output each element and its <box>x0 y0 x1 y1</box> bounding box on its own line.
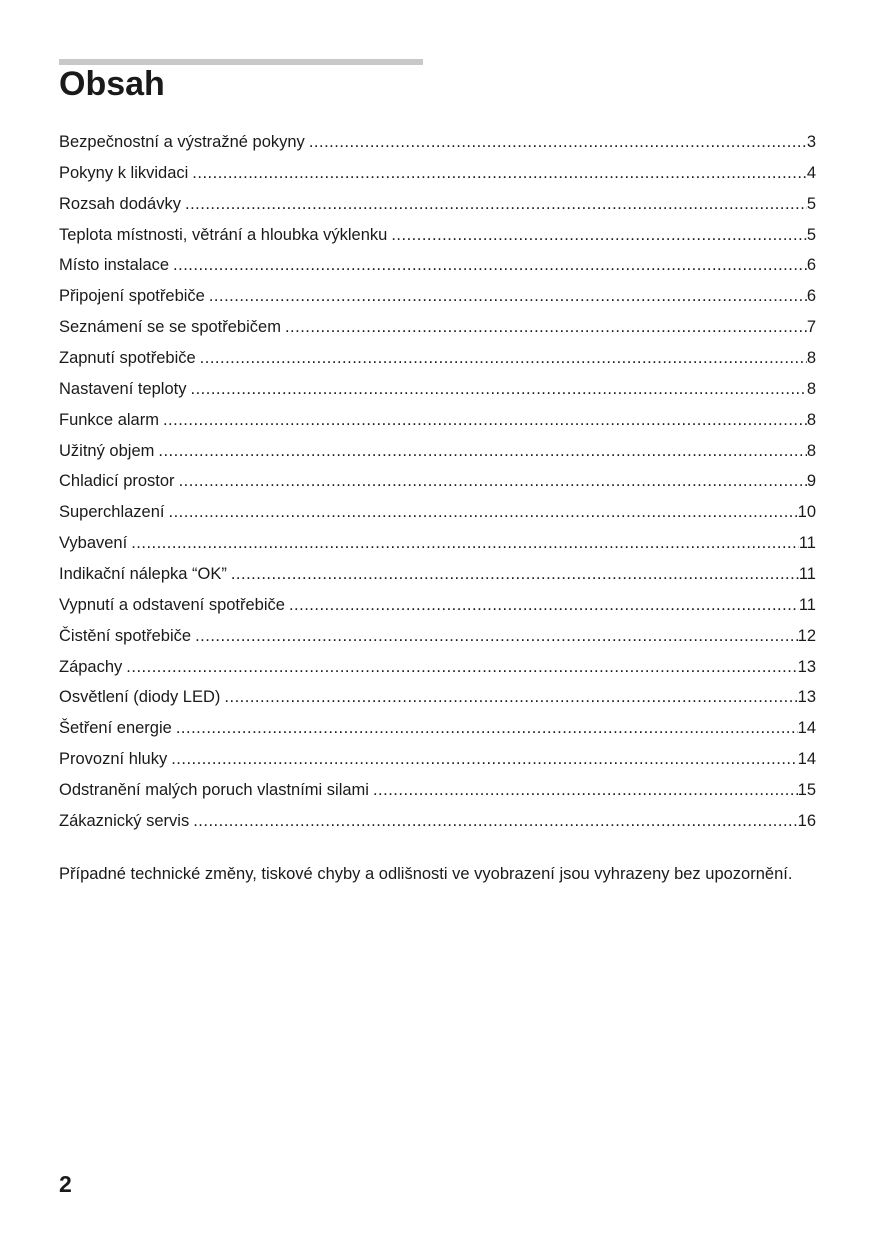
toc-entry-page: 3 <box>806 133 816 151</box>
toc-entry-page: 7 <box>806 318 816 337</box>
toc-entry[interactable]: Provozní hluky 14 <box>59 748 816 779</box>
toc-entry[interactable]: Rozsah dodávky 5 <box>59 193 816 224</box>
toc-entry-page: 6 <box>806 256 816 275</box>
toc-entry-label: Vybavení <box>59 534 128 553</box>
dot-leader <box>195 625 798 647</box>
toc-entry[interactable]: Zapnutí spotřebiče 8 <box>59 347 816 378</box>
toc-entry-label: Zapnutí spotřebiče <box>59 349 196 368</box>
toc-entry[interactable]: Chladicí prostor 9 <box>59 470 816 501</box>
dot-leader <box>131 532 799 554</box>
toc-entry[interactable]: Funkce alarm 8 <box>59 409 816 440</box>
dot-leader <box>224 686 797 708</box>
dot-leader <box>231 563 799 585</box>
toc-entry-page: 9 <box>806 472 816 491</box>
toc-entry-page: 8 <box>806 441 816 460</box>
toc-entry-page: 16 <box>797 811 816 830</box>
toc-entry-page: 13 <box>797 657 816 676</box>
toc-entry[interactable]: Seznámení se se spotřebičem 7 <box>59 316 816 347</box>
dot-leader <box>309 131 807 153</box>
toc-entry-page: 14 <box>797 719 816 738</box>
toc-entry[interactable]: Vypnutí a odstavení spotřebiče 11 <box>59 594 816 625</box>
header-rule <box>59 59 423 65</box>
toc-entry-label: Zákaznický servis <box>59 811 190 830</box>
toc-entry-label: Bezpečnostní a výstražné pokyny <box>59 133 305 151</box>
toc-entry-label: Provozní hluky <box>59 750 168 769</box>
dot-leader <box>176 717 798 739</box>
toc-entry[interactable]: Zákaznický servis 16 <box>59 810 816 841</box>
toc-entry-label: Šetření energie <box>59 719 172 738</box>
toc-entry[interactable]: Osvětlení (diody LED) 13 <box>59 686 816 717</box>
table-of-contents: Bezpečnostní a výstražné pokyny 3 Pokyny k… <box>59 131 816 841</box>
toc-entry-page: 11 <box>798 534 816 553</box>
toc-entry[interactable]: Vybavení 11 <box>59 532 816 563</box>
toc-entry[interactable]: Odstranění malých poruch vlastními silam… <box>59 779 816 810</box>
toc-entry-label: Superchlazení <box>59 503 165 522</box>
toc-entry-label: Seznámení se se spotřebičem <box>59 318 281 337</box>
toc-entry-page: 11 <box>798 595 816 614</box>
toc-entry[interactable]: Indikační nálepka “OK” 11 <box>59 563 816 594</box>
dot-leader <box>200 347 807 369</box>
toc-entry-label: Zápachy <box>59 657 123 676</box>
dot-leader <box>171 748 797 770</box>
dot-leader <box>285 316 807 338</box>
toc-entry-label: Osvětlení (diody LED) <box>59 688 221 707</box>
dot-leader <box>169 501 798 523</box>
toc-entry[interactable]: Místo instalace 6 <box>59 254 816 285</box>
toc-entry-label: Odstranění malých poruch vlastními silam… <box>59 781 369 800</box>
toc-entry-label: Indikační nálepka “OK” <box>59 565 227 584</box>
toc-entry-page: 4 <box>806 163 816 182</box>
toc-entry-label: Místo instalace <box>59 256 170 275</box>
toc-entry-page: 14 <box>797 750 816 769</box>
toc-entry[interactable]: Čistění spotřebiče 12 <box>59 625 816 656</box>
dot-leader <box>193 810 797 832</box>
toc-entry[interactable]: Nastavení teploty 8 <box>59 378 816 409</box>
toc-entry-label: Vypnutí a odstavení spotřebiče <box>59 595 285 614</box>
toc-entry-page: 8 <box>806 410 816 429</box>
toc-entry-label: Funkce alarm <box>59 410 159 429</box>
toc-entry-page: 5 <box>806 194 816 213</box>
toc-entry-page: 15 <box>797 781 816 800</box>
toc-entry-label: Připojení spotřebiče <box>59 287 205 306</box>
toc-entry[interactable]: Teplota místnosti, větrání a hloubka výk… <box>59 224 816 255</box>
dot-leader <box>163 409 807 431</box>
toc-entry[interactable]: Šetření energie 14 <box>59 717 816 748</box>
toc-entry-page: 12 <box>797 626 816 645</box>
dot-leader <box>373 779 798 801</box>
toc-entry-page: 8 <box>806 379 816 398</box>
page-number: 2 <box>59 1171 72 1197</box>
toc-entry-label: Nastavení teploty <box>59 379 187 398</box>
page-title: Obsah <box>59 65 165 103</box>
toc-entry-label: Užitný objem <box>59 441 155 460</box>
toc-entry-label: Rozsah dodávky <box>59 194 181 213</box>
dot-leader <box>126 656 797 678</box>
toc-entry[interactable]: Superchlazení 10 <box>59 501 816 532</box>
toc-entry[interactable]: Připojení spotřebiče 6 <box>59 285 816 316</box>
toc-entry-page: 6 <box>806 287 816 306</box>
toc-entry-page: 10 <box>797 503 816 522</box>
dot-leader <box>289 594 799 616</box>
toc-entry-label: Čistění spotřebiče <box>59 626 192 645</box>
dot-leader <box>158 440 806 462</box>
toc-entry-page: 13 <box>797 688 816 707</box>
toc-entry-page: 5 <box>806 225 816 244</box>
dot-leader <box>209 285 807 307</box>
toc-entry-label: Chladicí prostor <box>59 472 175 491</box>
dot-leader <box>192 162 807 184</box>
toc-entry-label: Pokyny k likvidaci <box>59 163 189 182</box>
dot-leader <box>191 378 807 400</box>
disclaimer-note: Případné technické změny, tiskové chyby … <box>59 865 793 883</box>
dot-leader <box>173 254 807 276</box>
toc-entry[interactable]: Užitný objem 8 <box>59 440 816 471</box>
dot-leader <box>179 470 807 492</box>
toc-entry-page: 11 <box>798 565 816 584</box>
dot-leader <box>391 224 806 246</box>
toc-entry[interactable]: Pokyny k likvidaci 4 <box>59 162 816 193</box>
toc-entry[interactable]: Bezpečnostní a výstražné pokyny 3 <box>59 131 816 162</box>
toc-entry-page: 8 <box>806 349 816 368</box>
toc-entry-label: Teplota místnosti, větrání a hloubka výk… <box>59 225 388 244</box>
toc-entry[interactable]: Zápachy 13 <box>59 656 816 687</box>
dot-leader <box>185 193 807 215</box>
